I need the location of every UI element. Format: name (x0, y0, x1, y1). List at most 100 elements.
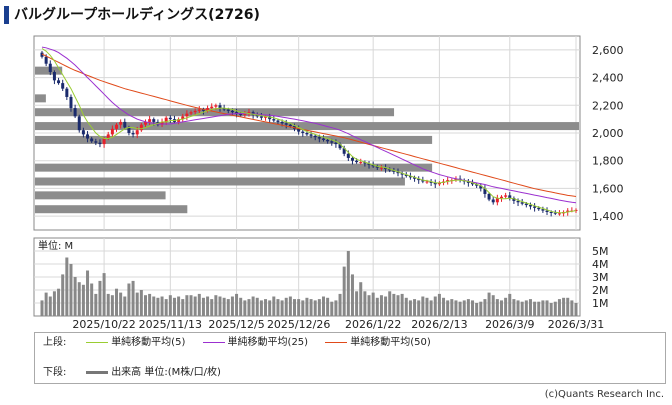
volume-bar (313, 300, 317, 316)
candle-body (139, 124, 143, 131)
candle-body (57, 80, 61, 84)
date-tick-label: 2026/1/22 (345, 318, 401, 331)
volume-tick-label: 3M (592, 271, 609, 284)
volume-bar (404, 297, 408, 316)
candle-body (359, 162, 363, 164)
volume-unit-label: 単位: M (38, 239, 73, 252)
candle-body (313, 135, 317, 138)
candle-body (297, 128, 301, 132)
volume-bar (69, 264, 73, 316)
volume-bar (189, 295, 193, 316)
candle-body (110, 128, 114, 135)
volume-bar (280, 300, 284, 316)
volume-bar (528, 299, 532, 316)
legend-volume: 出来高 単位:(M株/口/枚) (86, 366, 221, 380)
candle-body (433, 182, 437, 185)
volume-bar (201, 297, 205, 316)
candle-body (239, 113, 243, 115)
candle-body (106, 134, 110, 139)
legend-upper-row: 上段: 単純移動平均(5) 単純移動平均(25) 単純移動平均(50) (43, 336, 445, 350)
volume-bar (499, 300, 503, 316)
candle-body (367, 163, 371, 165)
volume-bar (185, 295, 189, 316)
date-tick-label: 2026/2/13 (411, 318, 467, 331)
volume-bar (218, 296, 222, 316)
date-tick-label: 2026/3/31 (548, 318, 604, 331)
volume-bar (388, 291, 392, 316)
volume-bar (355, 291, 359, 316)
volume-profile-bar (35, 108, 395, 117)
volume-bar (131, 280, 135, 316)
volume-bar (309, 299, 313, 316)
volume-bar (375, 297, 379, 316)
candle-body (566, 210, 570, 212)
volume-bar (408, 300, 412, 316)
volume-bar (533, 301, 537, 316)
date-tick-label: 2025/11/13 (139, 318, 202, 331)
date-tick-label: 2025/12/5 (208, 318, 264, 331)
ma5-line (41, 48, 577, 214)
candle-body (44, 56, 48, 64)
candle-body (119, 121, 123, 125)
volume-profile-bar (35, 135, 433, 144)
volume-bar (359, 282, 363, 316)
volume-bar (276, 299, 280, 316)
volume-bar (384, 296, 388, 316)
volume-bar (81, 284, 85, 316)
candle-body (259, 116, 263, 118)
volume-bar (566, 297, 570, 316)
candle-body (545, 210, 549, 212)
candle-body (388, 169, 392, 171)
candle-body (342, 148, 346, 154)
candle-body (230, 110, 234, 113)
candle-body (86, 134, 90, 139)
price-tick-label: 1,400 (592, 210, 624, 223)
candle-body (181, 116, 185, 120)
volume-bar (181, 299, 185, 316)
candle-body (218, 105, 222, 109)
volume-bar (458, 301, 462, 316)
volume-tick-label: 1M (592, 297, 609, 310)
legend-box: 上段: 単純移動平均(5) 単純移動平均(25) 単純移動平均(50) 下段: … (34, 332, 666, 384)
volume-bar (243, 300, 247, 316)
price-tick-label: 1,800 (592, 155, 624, 168)
candle-body (355, 160, 359, 163)
volume-bar (396, 295, 400, 316)
candle-body (537, 207, 541, 210)
candle-body (549, 211, 553, 213)
date-tick-label: 2025/10/22 (72, 318, 135, 331)
volume-bar (466, 299, 470, 316)
volume-bar (65, 257, 69, 316)
volume-bar (346, 251, 350, 316)
candle-body (466, 181, 470, 183)
volume-bar (367, 295, 371, 316)
price-tick-label: 2,400 (592, 72, 624, 85)
volume-bar (210, 299, 214, 316)
candle-body (574, 209, 578, 211)
ma50-line (41, 53, 577, 197)
candle-body (81, 130, 85, 135)
candle-body (94, 141, 98, 143)
volume-profile-bar (35, 122, 579, 131)
candle-body (301, 131, 305, 133)
candle-body (392, 170, 396, 172)
volume-bar (143, 295, 147, 316)
volume-bar (437, 293, 441, 316)
volume-bar (160, 296, 164, 316)
volume-bar (483, 299, 487, 316)
volume-bar (512, 299, 516, 316)
volume-bar (504, 297, 508, 316)
candle-body (553, 212, 557, 214)
volume-bar (305, 297, 309, 316)
volume-bar (57, 288, 61, 316)
volume-bar (549, 303, 553, 316)
volume-bar (156, 297, 160, 316)
volume-bar (193, 296, 197, 316)
candle-body (222, 108, 226, 110)
volume-bar (52, 291, 56, 316)
candle-body (330, 141, 334, 143)
volume-bar (247, 299, 251, 316)
volume-bar (475, 303, 479, 316)
volume-bar (119, 292, 123, 316)
